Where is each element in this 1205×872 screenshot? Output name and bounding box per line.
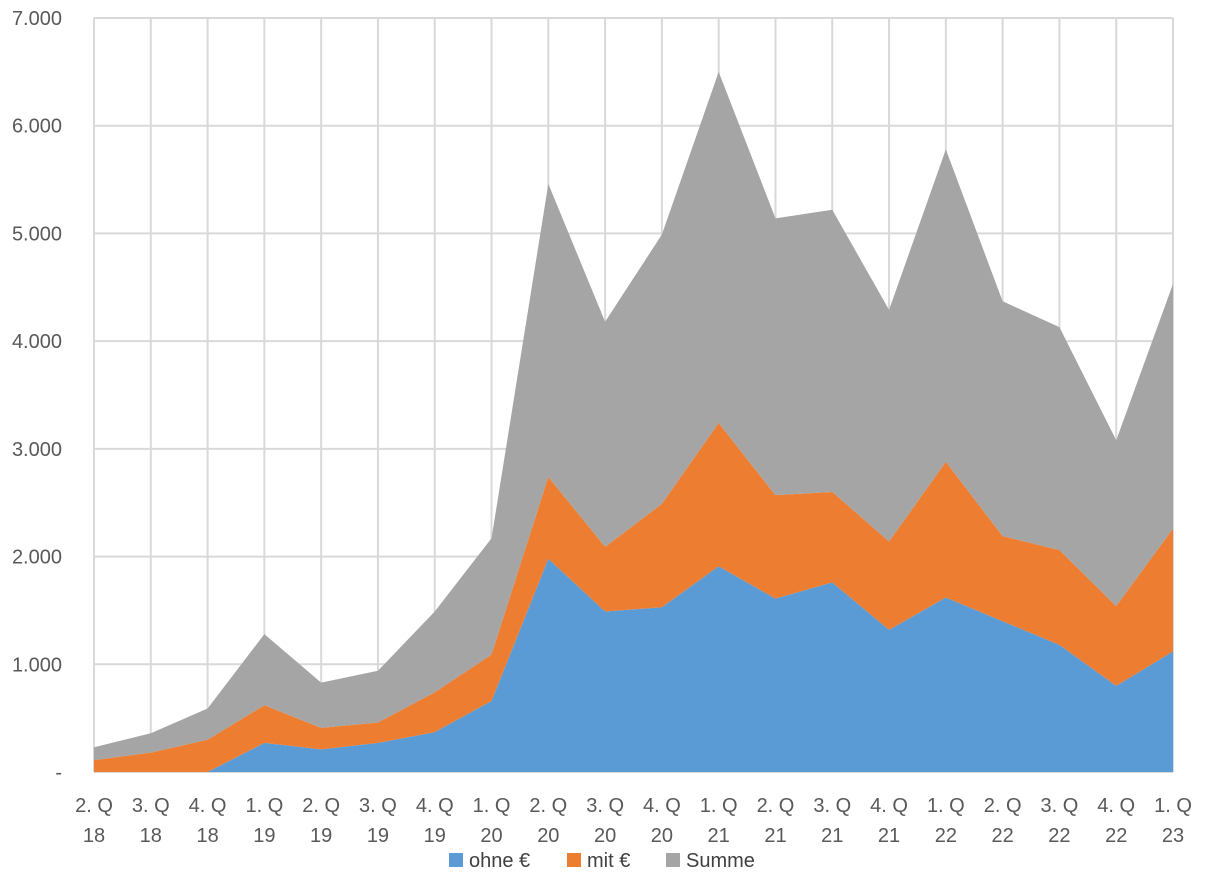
x-tick-label-quarter: 4. Q: [189, 795, 227, 817]
y-tick-label: 6.000: [12, 116, 62, 138]
area-series-1: [94, 423, 1173, 772]
area-series-2: [94, 71, 1173, 761]
x-tick-label-year: 19: [310, 825, 332, 847]
legend-swatch: [449, 853, 463, 867]
x-tick-label-year: 19: [367, 825, 389, 847]
x-tick-label-year: 22: [992, 825, 1014, 847]
series-areas: [94, 71, 1173, 772]
x-tick-label-year: 19: [253, 825, 275, 847]
x-tick-label-quarter: 3. Q: [359, 795, 397, 817]
x-tick-label-quarter: 1. Q: [1154, 795, 1192, 817]
x-tick-label-quarter: 3. Q: [813, 795, 851, 817]
x-tick-label-quarter: 2. Q: [302, 795, 340, 817]
x-tick-label-year: 21: [821, 825, 843, 847]
x-tick-label-year: 21: [708, 825, 730, 847]
x-tick-label-quarter: 2. Q: [984, 795, 1022, 817]
x-tick-label-year: 22: [1048, 825, 1070, 847]
x-tick-label-year: 22: [1105, 825, 1127, 847]
x-tick-label-year: 23: [1162, 825, 1184, 847]
legend-swatch: [567, 853, 581, 867]
x-tick-label-year: 18: [83, 825, 105, 847]
x-tick-label-quarter: 2. Q: [757, 795, 795, 817]
x-tick-label-quarter: 1. Q: [245, 795, 283, 817]
x-tick-label-year: 22: [935, 825, 957, 847]
x-tick-label-year: 20: [480, 825, 502, 847]
x-tick-label-quarter: 2. Q: [529, 795, 567, 817]
x-tick-label-quarter: 3. Q: [132, 795, 170, 817]
legend-label: ohne €: [469, 850, 530, 872]
x-tick-label-year: 20: [537, 825, 559, 847]
x-tick-label-quarter: 4. Q: [870, 795, 908, 817]
y-tick-label: 1.000: [12, 654, 62, 676]
area-series-0: [94, 558, 1173, 772]
legend-label: mit €: [587, 850, 630, 872]
legend-label: Summe: [686, 850, 755, 872]
y-axis-tick-labels: - 1.000 2.000 3.000 4.000 5.000 6.000 7.000: [12, 8, 62, 784]
y-tick-label: 7.000: [12, 8, 62, 30]
x-tick-label-quarter: 4. Q: [1097, 795, 1135, 817]
y-tick-label: 4.000: [12, 331, 62, 353]
x-tick-label-quarter: 2. Q: [75, 795, 113, 817]
x-axis-tick-labels: 2. Q 18 3. Q 18 4. Q 18 1. Q 19 2. Q 19 3. Q 19 4. Q…: [75, 795, 1192, 847]
legend: ohne € mit € Summe: [449, 850, 755, 872]
x-tick-label-quarter: 1. Q: [473, 795, 511, 817]
x-tick-label-quarter: 1. Q: [700, 795, 738, 817]
x-tick-label-quarter: 3. Q: [586, 795, 624, 817]
x-tick-label-year: 20: [594, 825, 616, 847]
x-tick-label-quarter: 4. Q: [416, 795, 454, 817]
y-tick-label: 3.000: [12, 439, 62, 461]
y-tick-label: 5.000: [12, 223, 62, 245]
x-tick-label-quarter: 4. Q: [643, 795, 681, 817]
y-tick-label: 2.000: [12, 547, 62, 569]
x-tick-label-quarter: 1. Q: [927, 795, 965, 817]
x-tick-label-year: 19: [424, 825, 446, 847]
x-tick-label-quarter: 3. Q: [1041, 795, 1079, 817]
y-tick-label: -: [55, 762, 62, 784]
x-tick-label-year: 21: [878, 825, 900, 847]
x-tick-label-year: 18: [196, 825, 218, 847]
legend-swatch: [666, 853, 680, 867]
x-tick-label-year: 20: [651, 825, 673, 847]
x-tick-label-year: 21: [764, 825, 786, 847]
x-tick-label-year: 18: [140, 825, 162, 847]
